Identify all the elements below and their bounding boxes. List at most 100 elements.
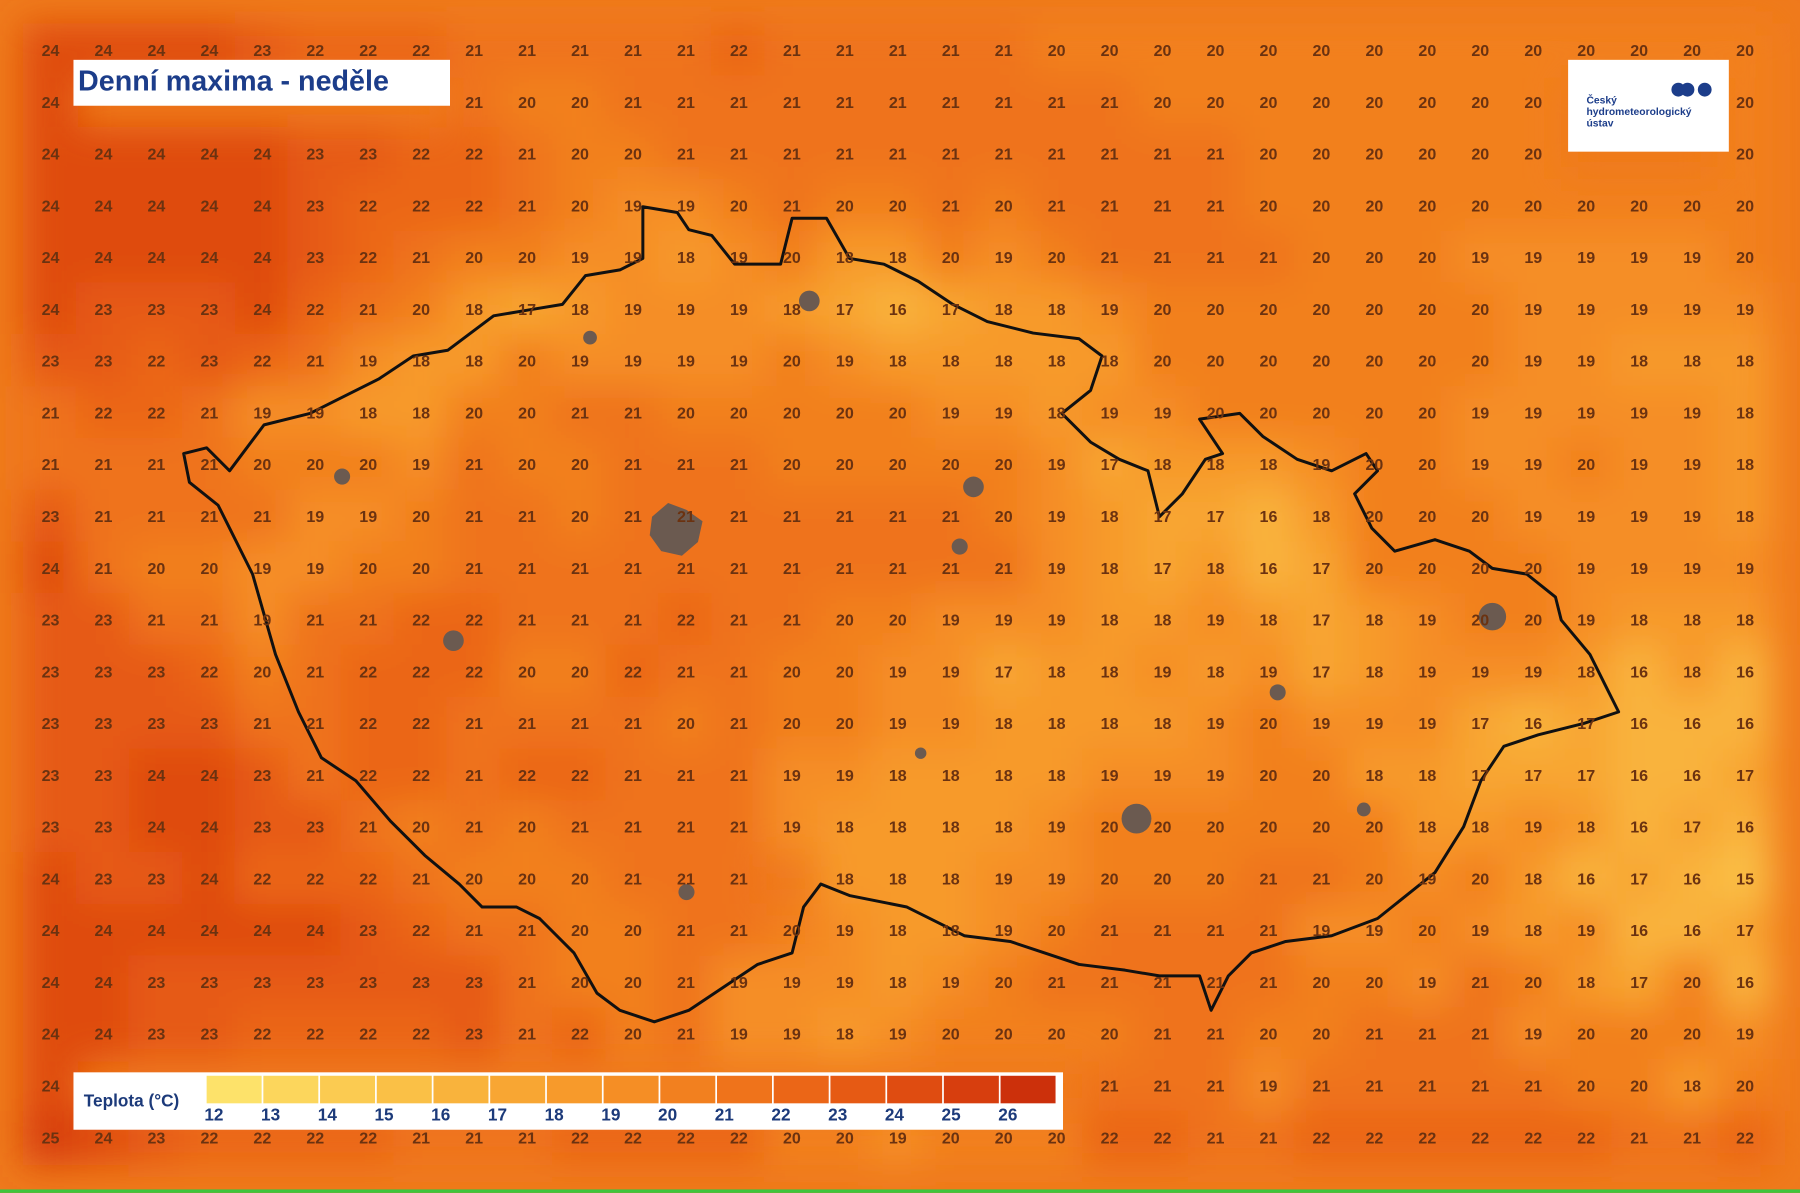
temperature-cell — [817, 127, 873, 182]
temperature-cell — [75, 748, 132, 803]
temperature-cell — [711, 334, 767, 389]
temperature-value: 24 — [42, 922, 60, 940]
temperature-cell — [181, 696, 238, 751]
temperature-value: 20 — [1577, 1078, 1595, 1096]
temperature-value: 21 — [253, 715, 271, 733]
temperature-value: 24 — [95, 249, 113, 267]
temperature-value: 20 — [995, 508, 1013, 526]
temperature-cell — [1293, 696, 1350, 751]
legend-tick-label: 25 — [942, 1104, 962, 1124]
temperature-cell — [870, 334, 926, 389]
temperature-cell — [1240, 541, 1297, 596]
temperature-cell — [605, 541, 661, 596]
temperature-cell — [393, 903, 449, 958]
temperature-value: 20 — [1683, 42, 1701, 60]
temperature-value: 18 — [1683, 663, 1701, 681]
temperature-value: 19 — [1577, 508, 1595, 526]
temperature-cell — [764, 1007, 820, 1062]
temperature-cell — [22, 748, 79, 803]
temperature-value: 20 — [1313, 42, 1331, 60]
temperature-value: 21 — [995, 42, 1013, 60]
temperature-value: 16 — [1683, 922, 1701, 940]
temperature-value: 21 — [412, 249, 430, 267]
temperature-cell — [1187, 178, 1244, 233]
temperature-cell — [340, 851, 396, 907]
temperature-cell — [1558, 1110, 1614, 1165]
legend-swatch — [320, 1075, 376, 1104]
temperature-value: 19 — [1313, 715, 1331, 733]
temperature-value: 19 — [1524, 819, 1542, 837]
temperature-value: 23 — [359, 146, 377, 164]
temperature-cell — [605, 23, 661, 78]
temperature-cell — [1293, 230, 1350, 285]
temperature-cell — [658, 23, 714, 78]
temperature-cell — [1505, 23, 1561, 78]
temperature-cell — [128, 593, 185, 648]
temperature-value: 20 — [889, 612, 907, 630]
temperature-cell — [181, 386, 238, 441]
temperature-cell — [1505, 334, 1561, 389]
temperature-cell — [499, 489, 555, 544]
temperature-value: 21 — [518, 42, 536, 60]
temperature-value: 21 — [677, 42, 695, 60]
temperature-cell — [1346, 696, 1403, 751]
temperature-cell — [22, 282, 79, 337]
temperature-value: 25 — [42, 1129, 60, 1147]
temperature-value: 18 — [1524, 870, 1542, 888]
temperature-value: 19 — [836, 353, 854, 371]
temperature-cell — [923, 955, 979, 1010]
temperature-value: 20 — [942, 249, 960, 267]
temperature-value: 19 — [1683, 301, 1701, 319]
temperature-cell — [1558, 178, 1614, 233]
temperature-cell — [1081, 23, 1138, 78]
temperature-cell — [499, 541, 555, 596]
temperature-value: 21 — [730, 560, 748, 578]
temperature-cell — [446, 903, 502, 958]
temperature-value: 18 — [359, 404, 377, 422]
temperature-cell — [287, 748, 343, 803]
temperature-cell — [923, 23, 979, 78]
temperature-cell — [22, 903, 79, 958]
temperature-cell — [1717, 696, 1773, 751]
temperature-value: 19 — [1260, 663, 1278, 681]
temperature-value: 22 — [1736, 1129, 1754, 1147]
temperature-cell — [1558, 489, 1614, 544]
temperature-value: 16 — [1736, 715, 1754, 733]
temperature-value: 21 — [200, 404, 218, 422]
temperature-value: 21 — [836, 94, 854, 112]
temperature-cell — [1611, 644, 1667, 699]
temperature-cell — [22, 696, 79, 751]
country-border — [182, 205, 1621, 1024]
temperature-value: 24 — [200, 249, 218, 267]
temperature-cell — [1611, 386, 1667, 441]
temperature-value: 17 — [1471, 767, 1489, 785]
temperature-value: 21 — [1630, 1129, 1648, 1147]
temperature-cell — [658, 593, 714, 648]
temperature-value: 20 — [942, 456, 960, 474]
temperature-value: 23 — [42, 612, 60, 630]
temperature-cell — [1134, 696, 1191, 751]
temperature-value: 18 — [1736, 508, 1754, 526]
temperature-value: 20 — [1154, 94, 1172, 112]
temperature-cell — [1717, 593, 1773, 648]
temperature-cell — [22, 334, 79, 389]
temperature-value: 18 — [1101, 508, 1119, 526]
temperature-value: 21 — [624, 456, 642, 474]
temperature-value: 18 — [942, 870, 960, 888]
temperature-cell — [128, 644, 185, 699]
temperature-cell — [1187, 75, 1244, 130]
temperature-cell — [605, 748, 661, 803]
temperature-cell — [22, 800, 79, 855]
temperature-cell — [1399, 334, 1455, 389]
temperature-value: 20 — [1736, 197, 1754, 215]
temperature-cell — [1293, 1110, 1350, 1165]
temperature-value: 18 — [1048, 301, 1066, 319]
temperature-cell — [870, 955, 926, 1010]
temperature-value: 21 — [1418, 1026, 1436, 1044]
temperature-value: 19 — [1577, 612, 1595, 630]
temperature-value: 23 — [147, 1026, 165, 1044]
temperature-cell — [1029, 644, 1085, 699]
temperature-cell — [446, 489, 502, 544]
temperature-value: 21 — [306, 353, 324, 371]
temperature-value: 20 — [783, 715, 801, 733]
